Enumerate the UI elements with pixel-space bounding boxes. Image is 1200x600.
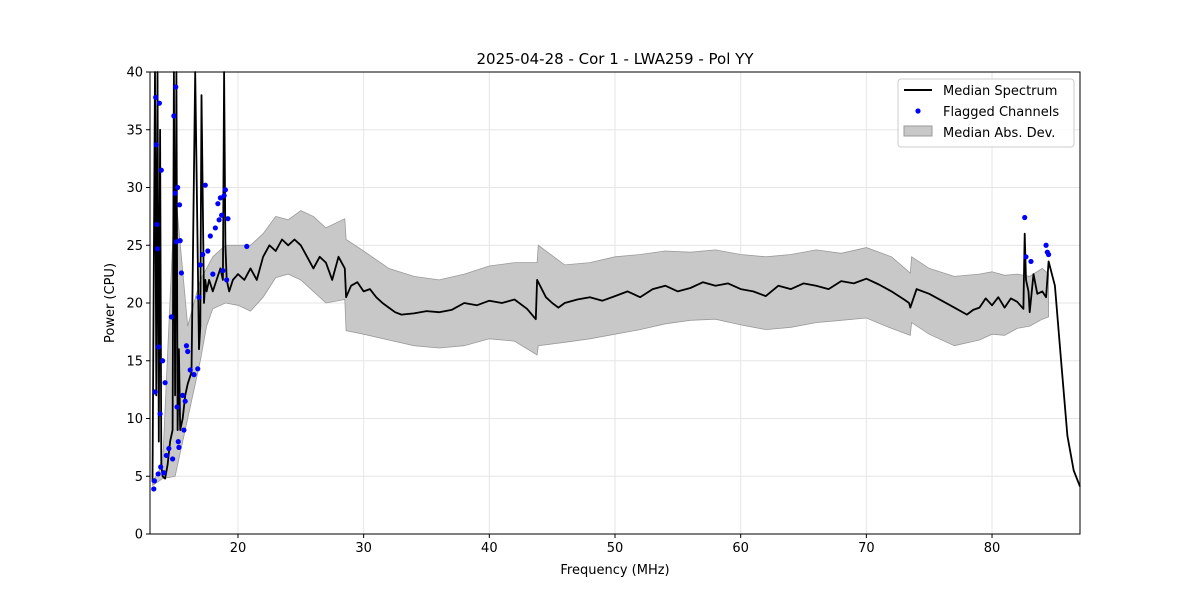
flagged-channel-point xyxy=(187,367,193,373)
flagged-channel-point xyxy=(156,100,163,106)
flagged-channel-point xyxy=(215,201,221,207)
flagged-channel-point xyxy=(172,190,178,196)
median-spectrum-path xyxy=(151,71,1081,487)
flagged-channel-point xyxy=(178,270,185,276)
flagged-channel-point xyxy=(170,456,176,462)
flagged-channel-point xyxy=(202,182,208,188)
flagged-channel-point xyxy=(1043,242,1049,248)
median-spectrum-line xyxy=(151,71,1081,487)
flagged-channel-point xyxy=(1028,258,1034,265)
flagged-channel-point xyxy=(216,217,222,223)
x-tick-label: 30 xyxy=(355,541,372,556)
legend: Median Spectrum Flagged Channels Median … xyxy=(897,78,1075,148)
y-tick-label: 0 xyxy=(135,528,143,543)
flagged-channel-point xyxy=(175,184,181,191)
flagged-channel-point xyxy=(151,486,157,492)
flagged-channel-point xyxy=(155,471,161,477)
chart-title: 2025-04-28 - Cor 1 - LWA259 - Pol YY xyxy=(477,50,755,68)
flagged-channel-point xyxy=(156,344,162,350)
flagged-channel-point xyxy=(222,187,229,193)
flagged-channel-point xyxy=(158,167,164,173)
flagged-channel-point xyxy=(153,94,159,101)
y-tick-label: 15 xyxy=(126,354,143,369)
flagged-channel-point xyxy=(176,202,183,208)
flagged-channel-point xyxy=(154,221,160,228)
flagged-channel-point xyxy=(219,212,225,218)
x-tick-label: 50 xyxy=(607,541,624,556)
flagged-channel-point xyxy=(224,277,230,283)
flagged-channel-point xyxy=(166,445,172,452)
x-tick-label: 60 xyxy=(732,541,749,556)
flagged-channel-point xyxy=(210,271,216,277)
x-tick-label: 40 xyxy=(481,541,498,556)
flagged-channel-point xyxy=(168,314,174,320)
flagged-channel-point xyxy=(181,427,187,433)
flagged-channel-point xyxy=(244,243,250,250)
flagged-channel-point xyxy=(196,294,202,300)
flagged-channel-point xyxy=(220,268,226,274)
legend-box xyxy=(897,78,1075,148)
flagged-channel-point xyxy=(221,192,227,199)
flagged-channel-point xyxy=(197,262,203,268)
flagged-channel-point xyxy=(154,246,161,252)
flagged-channel-point xyxy=(1045,251,1052,258)
flagged-channel-point xyxy=(200,251,206,258)
y-tick-label: 25 xyxy=(126,239,143,254)
flagged-channel-point xyxy=(153,142,159,148)
flagged-channel-point xyxy=(1023,254,1029,260)
y-axis-ticks: 0 5 10 15 20 25 30 35 40 xyxy=(126,66,150,543)
flagged-channel-point xyxy=(151,478,157,484)
legend-patch-swatch xyxy=(903,125,933,137)
flagged-channel-point xyxy=(176,444,182,450)
flagged-channel-point xyxy=(195,366,201,372)
flagged-channel-point xyxy=(191,372,197,378)
flagged-channel-point xyxy=(180,392,186,398)
y-tick-label: 5 xyxy=(135,470,143,485)
flagged-channel-point xyxy=(217,195,223,201)
flagged-channel-point xyxy=(159,358,166,364)
x-axis-label: Frequency (MHz) xyxy=(560,563,669,578)
y-tick-label: 20 xyxy=(126,297,143,312)
legend-label-mad: Median Abs. Dev. xyxy=(943,126,1055,141)
flagged-channel-point xyxy=(207,233,213,239)
y-tick-label: 35 xyxy=(126,123,143,138)
y-tick-label: 30 xyxy=(126,181,143,196)
x-axis-ticks: 20 30 40 50 60 70 80 xyxy=(230,534,1001,556)
flagged-channel-point xyxy=(158,464,164,470)
flagged-channel-point xyxy=(171,113,177,119)
legend-label-flagged: Flagged Channels xyxy=(943,105,1059,120)
flagged-channel-point xyxy=(225,216,231,222)
flagged-channel-point xyxy=(182,398,188,404)
flagged-channels xyxy=(151,84,1052,492)
y-axis-label: Power (CPU) xyxy=(103,263,118,343)
y-tick-label: 40 xyxy=(126,66,143,81)
flagged-channel-point xyxy=(185,348,191,355)
flagged-channel-point xyxy=(177,238,183,244)
flagged-channel-point xyxy=(162,380,168,386)
x-tick-label: 80 xyxy=(984,541,1001,556)
flagged-channel-point xyxy=(163,452,169,459)
legend-label-median: Median Spectrum xyxy=(943,84,1057,99)
mad-band-area xyxy=(152,187,1049,487)
flagged-channel-point xyxy=(161,470,167,476)
flagged-channel-point xyxy=(175,439,181,445)
flagged-channel-point xyxy=(205,248,211,254)
flagged-channel-point xyxy=(157,411,163,417)
flagged-channel-point xyxy=(152,389,158,395)
legend-dot-swatch xyxy=(915,108,921,114)
y-tick-label: 10 xyxy=(126,412,143,427)
flagged-channel-point xyxy=(174,404,180,410)
flagged-channel-point xyxy=(173,84,179,90)
flagged-channel-point xyxy=(212,225,218,231)
x-tick-label: 20 xyxy=(230,541,247,556)
x-tick-label: 70 xyxy=(858,541,875,556)
mad-band xyxy=(152,187,1049,487)
flagged-channel-point xyxy=(183,343,190,349)
flagged-channel-point xyxy=(1022,214,1028,221)
